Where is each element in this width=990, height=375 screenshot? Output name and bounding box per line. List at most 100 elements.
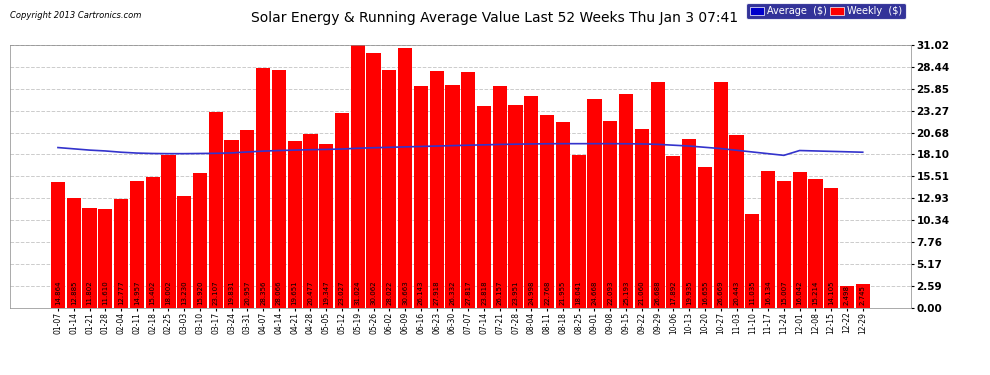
Bar: [698, 166, 712, 308]
Bar: [793, 172, 807, 308]
Text: 19.935: 19.935: [686, 280, 692, 305]
Bar: [209, 112, 223, 308]
Bar: [730, 135, 743, 308]
Text: 24.998: 24.998: [529, 280, 535, 305]
Bar: [161, 155, 175, 308]
Bar: [808, 179, 823, 308]
Bar: [66, 198, 81, 308]
Text: 18.002: 18.002: [165, 280, 171, 305]
Bar: [414, 86, 428, 308]
Bar: [855, 284, 870, 308]
Text: 15.214: 15.214: [813, 280, 819, 305]
Bar: [587, 99, 602, 308]
Text: 23.027: 23.027: [339, 280, 345, 305]
Text: 26.332: 26.332: [449, 280, 455, 305]
Bar: [430, 71, 444, 308]
Bar: [366, 53, 381, 307]
Bar: [50, 182, 65, 308]
Text: 31.024: 31.024: [354, 280, 360, 305]
Bar: [540, 115, 554, 308]
Bar: [256, 68, 270, 308]
Text: 23.818: 23.818: [481, 280, 487, 305]
Text: 30.663: 30.663: [402, 280, 408, 305]
Bar: [571, 155, 586, 308]
Text: 30.062: 30.062: [370, 280, 376, 305]
Text: 22.768: 22.768: [544, 280, 550, 305]
Text: 20.957: 20.957: [245, 280, 250, 305]
Bar: [398, 48, 412, 308]
Text: 19.347: 19.347: [323, 280, 330, 305]
Text: 2.498: 2.498: [843, 285, 850, 305]
Bar: [193, 173, 207, 308]
Text: 11.610: 11.610: [102, 280, 108, 305]
Text: 16.042: 16.042: [797, 280, 803, 305]
Text: 26.157: 26.157: [497, 280, 503, 305]
Text: 28.022: 28.022: [386, 280, 392, 305]
Bar: [303, 134, 318, 308]
Bar: [650, 82, 664, 308]
Text: 17.892: 17.892: [670, 280, 676, 305]
Text: Solar Energy & Running Average Value Last 52 Weeks Thu Jan 3 07:41: Solar Energy & Running Average Value Las…: [251, 11, 739, 25]
Bar: [777, 180, 791, 308]
Text: 15.402: 15.402: [149, 280, 155, 305]
Text: 2.745: 2.745: [859, 285, 865, 305]
Bar: [350, 45, 365, 308]
Text: 14.864: 14.864: [55, 280, 61, 305]
Text: 26.669: 26.669: [718, 280, 724, 305]
Text: 11.035: 11.035: [749, 280, 755, 305]
Text: 28.356: 28.356: [260, 280, 266, 305]
Text: Copyright 2013 Cartronics.com: Copyright 2013 Cartronics.com: [10, 11, 142, 20]
Text: 28.066: 28.066: [276, 280, 282, 305]
Bar: [177, 195, 191, 308]
Bar: [319, 144, 334, 308]
Bar: [146, 177, 159, 308]
Text: 21.955: 21.955: [560, 280, 566, 305]
Text: 23.951: 23.951: [513, 280, 519, 305]
Text: 25.193: 25.193: [623, 280, 629, 305]
Bar: [509, 105, 523, 308]
Bar: [335, 112, 349, 308]
Bar: [493, 86, 507, 308]
Bar: [666, 156, 680, 308]
Bar: [840, 286, 854, 308]
Bar: [761, 171, 775, 308]
Text: 24.668: 24.668: [591, 280, 598, 305]
Text: 15.007: 15.007: [781, 280, 787, 305]
Bar: [382, 70, 396, 308]
Text: 22.093: 22.093: [607, 280, 613, 305]
Bar: [130, 181, 144, 308]
Text: 15.920: 15.920: [197, 280, 203, 305]
Bar: [82, 208, 97, 308]
Text: 19.831: 19.831: [229, 280, 235, 305]
Text: 20.477: 20.477: [308, 280, 314, 305]
Text: 19.651: 19.651: [292, 280, 298, 305]
Bar: [555, 122, 570, 308]
Bar: [824, 188, 839, 308]
Text: 23.107: 23.107: [213, 280, 219, 305]
Text: 27.918: 27.918: [434, 280, 440, 305]
Text: 21.060: 21.060: [639, 280, 644, 305]
Text: 16.655: 16.655: [702, 280, 708, 305]
Bar: [635, 129, 648, 308]
Bar: [477, 106, 491, 307]
Text: 27.817: 27.817: [465, 280, 471, 305]
Bar: [619, 94, 634, 308]
Bar: [525, 96, 539, 308]
Bar: [682, 139, 696, 308]
Bar: [114, 200, 128, 308]
Text: 20.443: 20.443: [734, 280, 740, 305]
Bar: [603, 120, 618, 308]
Text: 26.688: 26.688: [654, 280, 660, 305]
Text: 16.134: 16.134: [765, 280, 771, 305]
Text: 13.230: 13.230: [181, 280, 187, 305]
Text: 26.143: 26.143: [418, 280, 424, 305]
Bar: [287, 141, 302, 308]
Bar: [714, 82, 728, 308]
Bar: [461, 72, 475, 308]
Bar: [98, 209, 113, 308]
Legend: Average  ($), Weekly  ($): Average ($), Weekly ($): [746, 3, 906, 20]
Bar: [446, 85, 459, 308]
Bar: [272, 70, 286, 308]
Bar: [241, 130, 254, 308]
Bar: [745, 214, 759, 308]
